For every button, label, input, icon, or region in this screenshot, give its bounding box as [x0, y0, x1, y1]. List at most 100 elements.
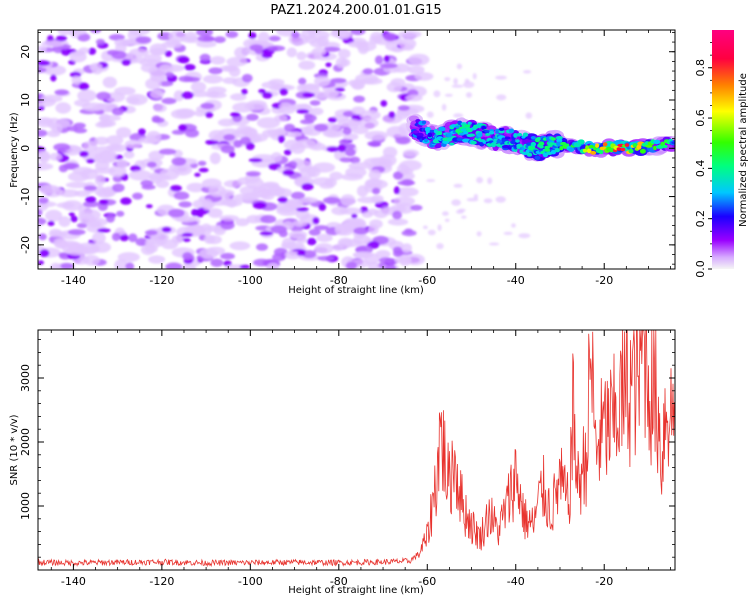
spectrum-blob: [378, 257, 393, 264]
spectrum-blob: [150, 75, 167, 82]
spectrum-blob: [144, 230, 158, 236]
spectrum-blob: [256, 117, 280, 129]
spectrum-blob: [232, 102, 255, 113]
spectrum-blob: [79, 150, 89, 158]
spectrum-blob: [463, 81, 475, 88]
ridge-mark: [515, 139, 520, 143]
spectrum-blob: [235, 218, 250, 227]
ridge-mark: [530, 136, 537, 140]
ridge-mark: [424, 138, 428, 143]
y-tick-label: 2000: [19, 428, 32, 456]
colorbar-tick-label: 0.0: [694, 260, 707, 278]
x-tick-label: -40: [507, 575, 525, 588]
spectrum-blob: [124, 139, 142, 149]
ridge-mark: [437, 131, 443, 136]
spectrum-blob: [248, 158, 263, 163]
spectrum-blob: [387, 218, 409, 226]
spectrum-blob: [135, 36, 152, 44]
spectrum-blob: [56, 202, 75, 209]
spectrum-blob: [196, 30, 214, 37]
spectrum-blob: [308, 228, 321, 236]
spectrum-blob: [316, 233, 333, 243]
spectrum-blob: [345, 261, 358, 269]
spectrogram-x-ticks: -140 -120 -100 -80 -60 -40 -20: [50, 30, 671, 287]
spectrum-blob: [350, 79, 366, 90]
x-tick-label: -20: [595, 575, 613, 588]
spectrum-blob: [182, 238, 191, 242]
spectrum-blob: [65, 163, 77, 170]
spectrum-blob: [161, 97, 177, 105]
spectrum-blob: [408, 53, 430, 66]
spectrum-blob: [185, 128, 199, 138]
ridge-mark: [534, 155, 541, 160]
spectrum-blob: [296, 84, 308, 92]
spectrum-blob: [40, 94, 63, 103]
spectrum-blob: [370, 31, 384, 42]
spectrum-blob: [476, 231, 482, 237]
spectrum-blob: [81, 102, 105, 112]
spectrum-blob: [276, 205, 300, 216]
spectrogram-y-label: Frequency (Hz): [9, 112, 20, 188]
spectrum-blob: [67, 229, 86, 236]
spectrum-blob: [309, 100, 321, 106]
spectrum-blob: [393, 196, 416, 206]
spectrum-blob: [108, 34, 125, 41]
spectrogram-ridge: [405, 113, 675, 162]
spectrum-blob: [257, 31, 270, 43]
spectrum-blob: [83, 200, 100, 208]
spectrum-blob: [38, 222, 41, 231]
spectrum-blob: [181, 232, 194, 237]
spectrogram-x-label: Height of straight line (km): [288, 285, 424, 296]
spectrum-blob: [272, 84, 295, 91]
spectrum-blob: [38, 162, 54, 171]
spectrum-blob: [82, 141, 98, 152]
spectrum-blob: [106, 213, 115, 223]
spectrum-blob: [375, 250, 391, 259]
ridge-mark: [526, 152, 533, 157]
spectrum-blob: [453, 113, 464, 118]
spectrum-blob: [495, 196, 506, 203]
spectrum-blob: [350, 30, 366, 36]
ridge-mark: [639, 148, 646, 154]
spectrum-blob: [85, 196, 97, 203]
spectrum-blob: [239, 136, 251, 145]
spectrum-blob: [165, 71, 175, 78]
spectrum-blob: [69, 50, 87, 63]
spectrum-blob: [277, 135, 285, 143]
spectrum-blob: [199, 53, 211, 62]
spectrum-blob: [453, 183, 463, 188]
spectrum-blob: [111, 107, 124, 116]
spectrum-blob: [351, 213, 358, 219]
y-tick-label: -10: [19, 188, 32, 206]
spectrum-blob: [170, 108, 195, 120]
ridge-mark: [652, 145, 657, 151]
spectrum-blob: [102, 76, 118, 89]
spectrum-blob: [404, 228, 413, 234]
spectrum-blob: [272, 253, 286, 262]
spectrum-blob: [245, 177, 264, 189]
spectrum-blob: [379, 154, 397, 167]
spectrum-blob: [182, 251, 193, 261]
spectrum-blob: [426, 179, 436, 183]
spectrum-blob: [125, 262, 135, 269]
ridge-mark: [508, 128, 515, 134]
spectrum-blob: [456, 63, 463, 70]
spectrum-blob: [148, 255, 166, 264]
spectrum-blob: [402, 149, 419, 157]
spectrum-blob: [386, 125, 407, 138]
spectrum-blob: [461, 215, 467, 219]
spectrum-blob: [299, 197, 319, 204]
spectrum-blob: [487, 177, 493, 185]
spectrum-blob: [296, 51, 307, 61]
spectrum-blob: [388, 111, 396, 119]
y-tick-label: 20: [19, 45, 32, 59]
spectrum-blob: [225, 31, 239, 38]
spectrum-blob: [200, 102, 215, 110]
spectrum-blob: [114, 86, 136, 96]
spectrum-blob: [323, 89, 339, 98]
ridge-mark: [559, 146, 564, 151]
spectrum-blob: [54, 89, 69, 96]
spectrum-blob: [207, 208, 223, 218]
y-tick-label: -20: [19, 236, 32, 254]
